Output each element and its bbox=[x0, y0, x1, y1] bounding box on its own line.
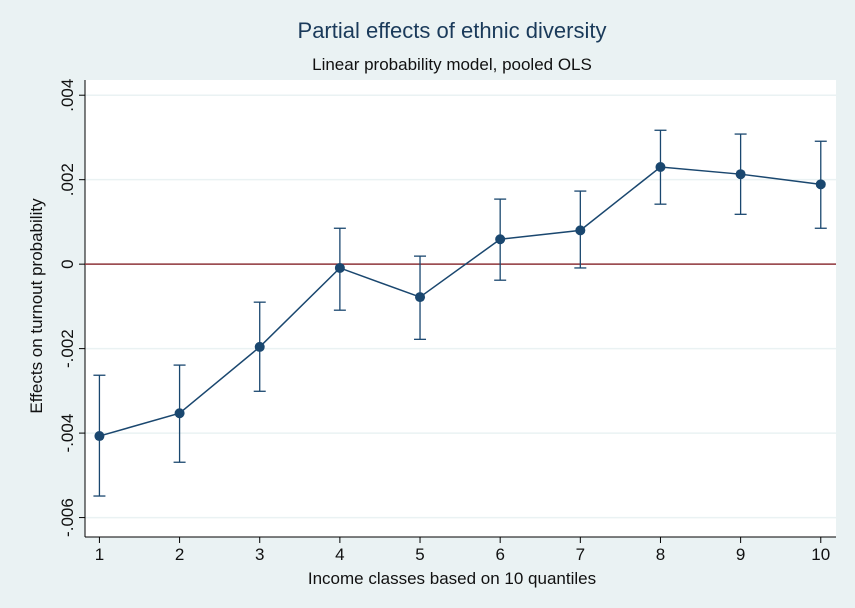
y-tick-label: -.002 bbox=[58, 329, 77, 368]
point bbox=[495, 234, 506, 245]
point bbox=[655, 162, 666, 173]
point bbox=[334, 262, 345, 273]
x-tick-label: 10 bbox=[811, 545, 830, 564]
x-tick-label: 4 bbox=[335, 545, 344, 564]
plot-area bbox=[85, 80, 836, 537]
y-tick-label: 0 bbox=[58, 259, 77, 268]
y-axis-title: Effects on turnout probability bbox=[27, 198, 46, 414]
y-tick-label: -.006 bbox=[58, 498, 77, 537]
x-tick-label: 2 bbox=[175, 545, 184, 564]
x-tick-label: 9 bbox=[736, 545, 745, 564]
chart-title: Partial effects of ethnic diversity bbox=[298, 18, 607, 43]
x-tick-label: 3 bbox=[255, 545, 264, 564]
x-tick-label: 7 bbox=[576, 545, 585, 564]
point bbox=[94, 431, 105, 442]
x-tick-label: 1 bbox=[95, 545, 104, 564]
chart-subtitle: Linear probability model, pooled OLS bbox=[312, 55, 592, 74]
point bbox=[815, 179, 826, 190]
line bbox=[99, 166, 821, 437]
x-tick-label: 8 bbox=[656, 545, 665, 564]
y-tick-label: .004 bbox=[58, 79, 77, 112]
y-tick-label: -.004 bbox=[58, 414, 77, 453]
point bbox=[735, 169, 746, 180]
x-tick-label: 5 bbox=[415, 545, 424, 564]
y-tick-label: .002 bbox=[58, 163, 77, 196]
point bbox=[415, 292, 426, 303]
point bbox=[575, 225, 586, 236]
x-axis-title: Income classes based on 10 quantiles bbox=[308, 569, 596, 588]
point bbox=[254, 341, 265, 352]
x-tick-label: 6 bbox=[495, 545, 504, 564]
point bbox=[174, 408, 185, 419]
